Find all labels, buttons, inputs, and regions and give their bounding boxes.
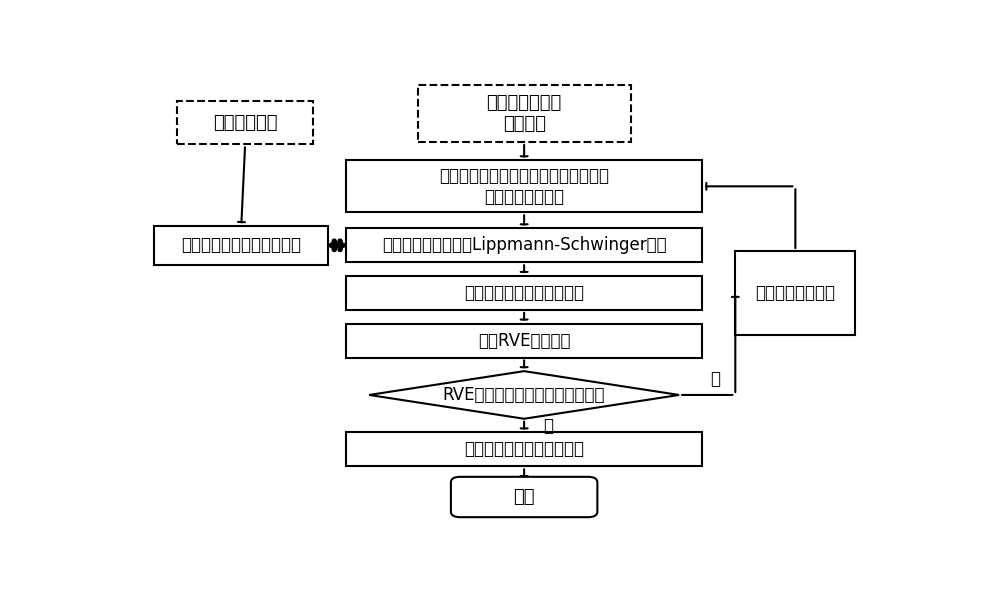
Text: 计算各个集群应力应变分布: 计算各个集群应力应变分布 — [464, 284, 584, 302]
Polygon shape — [369, 371, 679, 419]
Text: 自适应聚类分析
线下阶段: 自适应聚类分析 线下阶段 — [486, 94, 562, 133]
Text: 通过牛顿迭代法求解Lippmann-Schwinger方程: 通过牛顿迭代法求解Lippmann-Schwinger方程 — [382, 236, 666, 254]
Text: 输入各组成相材料本构模型: 输入各组成相材料本构模型 — [181, 236, 301, 254]
FancyBboxPatch shape — [451, 477, 597, 517]
FancyBboxPatch shape — [346, 323, 702, 358]
FancyBboxPatch shape — [177, 101, 313, 144]
FancyBboxPatch shape — [735, 251, 855, 335]
FancyBboxPatch shape — [346, 432, 702, 466]
FancyBboxPatch shape — [418, 85, 631, 142]
Text: 是: 是 — [544, 416, 554, 435]
FancyBboxPatch shape — [154, 226, 328, 264]
Text: 计算RVE宏观刚度: 计算RVE宏观刚度 — [478, 332, 570, 349]
Text: 根据参考材料刚度和相互作用张量分量
计算相互作用张量: 根据参考材料刚度和相互作用张量分量 计算相互作用张量 — [439, 167, 609, 206]
Text: RVE宏观刚度与参考材料刚度一致: RVE宏观刚度与参考材料刚度一致 — [443, 386, 605, 404]
FancyBboxPatch shape — [346, 160, 702, 213]
FancyBboxPatch shape — [346, 276, 702, 310]
Text: 否: 否 — [710, 370, 720, 388]
Text: 输出各个集群应力应变分布: 输出各个集群应力应变分布 — [464, 441, 584, 458]
Text: 调整参考材料刚度: 调整参考材料刚度 — [755, 284, 835, 302]
Text: 结束: 结束 — [513, 488, 535, 506]
FancyBboxPatch shape — [346, 229, 702, 262]
Text: 数据驱动算法: 数据驱动算法 — [213, 114, 277, 132]
